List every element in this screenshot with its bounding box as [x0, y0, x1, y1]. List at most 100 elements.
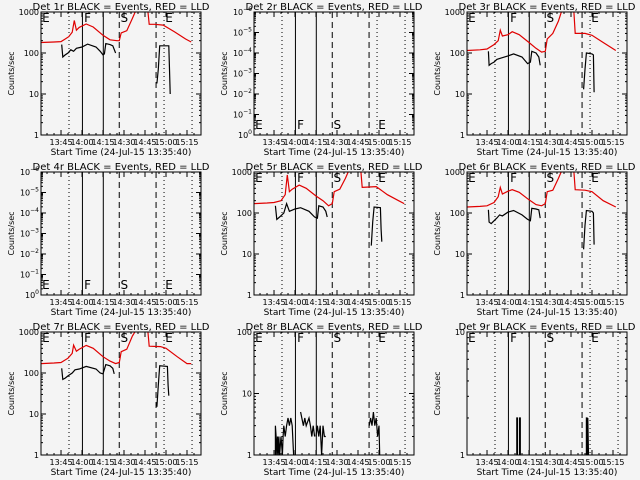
lld-series-line: [147, 12, 192, 43]
x-tick-label: 14:45: [133, 138, 156, 147]
y-tick-label: 100: [237, 328, 252, 337]
marker-label-f: F: [84, 331, 91, 345]
lld-series-line: [467, 12, 562, 53]
events-series-line: [583, 209, 595, 250]
lld-series-line: [360, 172, 405, 205]
x-tick-label: 15:15: [388, 138, 411, 147]
plot-frame: [466, 11, 628, 136]
y-tick-label: 1000: [445, 8, 465, 17]
x-tick-label: 15:00: [367, 458, 390, 467]
x-tick-label: 14:30: [325, 298, 348, 307]
marker-label-s: S: [334, 118, 342, 132]
x-tick-label: 14:15: [304, 298, 327, 307]
lld-series-line: [41, 332, 136, 365]
x-tick-label: 14:15: [91, 298, 114, 307]
panel-title: Det 6r BLACK = Events, RED = LLD: [459, 162, 636, 173]
x-tick-label: 15:15: [388, 458, 411, 467]
marker-label-f: F: [84, 11, 91, 25]
x-tick-label: 14:45: [559, 298, 582, 307]
plot-frame: [466, 331, 628, 456]
x-tick-label: 15:00: [154, 458, 177, 467]
x-tick-label: 14:45: [346, 138, 369, 147]
events-series-line: [370, 206, 383, 246]
y-tick-label: 10: [242, 250, 252, 259]
y-tick-label: 100: [237, 209, 252, 218]
x-tick-label: 14:00: [283, 138, 306, 147]
panel-det-4: Det 4r BLACK = Events, RED = LLD E F S E 13:4…: [7, 162, 210, 318]
y-tick-label: 10−3: [233, 68, 252, 79]
x-tick-label: 15:00: [580, 298, 603, 307]
y-tick-label: 1: [34, 451, 39, 460]
y-tick-label: 1: [460, 451, 465, 460]
marker-label-e: E: [255, 118, 263, 132]
x-tick-label: 15:15: [175, 298, 198, 307]
marker-label-e: E: [468, 171, 476, 185]
marker-label-f: F: [510, 11, 517, 25]
x-tick-label: 14:00: [496, 138, 519, 147]
x-tick-label: 14:30: [538, 138, 561, 147]
marker-label-f: F: [297, 171, 304, 185]
x-axis-label: Start Time (24-Jul-15 13:35:40): [477, 308, 618, 318]
marker-label-e: E: [165, 331, 173, 345]
x-tick-label: 14:00: [496, 458, 519, 467]
marker-label-f: F: [297, 331, 304, 345]
marker-label-s: S: [547, 11, 555, 25]
plot-frame: [40, 171, 202, 296]
x-tick-label: 14:15: [517, 138, 540, 147]
y-tick-label: 10: [455, 328, 465, 337]
marker-label-e: E: [165, 278, 173, 292]
panel-title: Det 8r BLACK = Events, RED = LLD: [246, 322, 423, 333]
x-tick-label: 14:45: [133, 298, 156, 307]
x-tick-label: 15:00: [580, 138, 603, 147]
x-tick-label: 14:30: [112, 458, 135, 467]
y-tick-label: 10: [29, 90, 39, 99]
events-series-line: [487, 207, 541, 225]
events-series-line: [274, 201, 328, 221]
y-tick-label: 10−4: [233, 47, 252, 58]
y-tick-label: 10−1: [233, 109, 252, 120]
x-axis-label: Start Time (24-Jul-15 13:35:40): [477, 468, 618, 478]
x-axis-label: Start Time (24-Jul-15 13:35:40): [477, 148, 618, 158]
y-tick-label: 1: [460, 291, 465, 300]
x-tick-label: 13:45: [49, 458, 72, 467]
x-tick-label: 15:00: [367, 298, 390, 307]
y-tick-label: 10−1: [20, 269, 39, 280]
y-tick-label: 10−5: [20, 187, 39, 198]
y-axis-label: Counts/sec: [7, 371, 16, 415]
x-tick-label: 13:45: [475, 138, 498, 147]
x-axis-label: Start Time (24-Jul-15 13:35:40): [264, 148, 405, 158]
marker-label-e: E: [42, 331, 50, 345]
y-tick-label: 10−4: [20, 207, 39, 218]
lld-series-line: [467, 172, 562, 208]
y-tick-label: 10: [242, 390, 252, 399]
marker-label-e: E: [591, 331, 599, 345]
x-tick-label: 14:45: [559, 138, 582, 147]
events-series-line: [585, 417, 590, 455]
x-tick-label: 14:00: [70, 458, 93, 467]
x-tick-label: 15:00: [154, 298, 177, 307]
panel-title: Det 7r BLACK = Events, RED = LLD: [33, 322, 210, 333]
x-tick-label: 14:15: [91, 138, 114, 147]
y-tick-label: 100: [25, 289, 39, 300]
marker-label-s: S: [547, 171, 555, 185]
panel-det-2: Det 2r BLACK = Events, RED = LLD E F S E 13:4…: [220, 2, 423, 158]
events-series-line: [61, 363, 115, 381]
marker-label-s: S: [121, 331, 129, 345]
x-tick-label: 13:45: [49, 298, 72, 307]
events-series-line: [583, 52, 595, 93]
y-tick-label: 10: [455, 90, 465, 99]
plot-frame: [40, 331, 202, 456]
x-tick-label: 14:15: [91, 458, 114, 467]
x-tick-label: 15:15: [601, 298, 624, 307]
y-tick-label: 1000: [445, 168, 465, 177]
y-tick-label: 10−5: [233, 27, 252, 38]
y-axis-label: Counts/sec: [7, 51, 16, 95]
x-tick-label: 15:15: [388, 298, 411, 307]
x-tick-label: 14:15: [517, 458, 540, 467]
